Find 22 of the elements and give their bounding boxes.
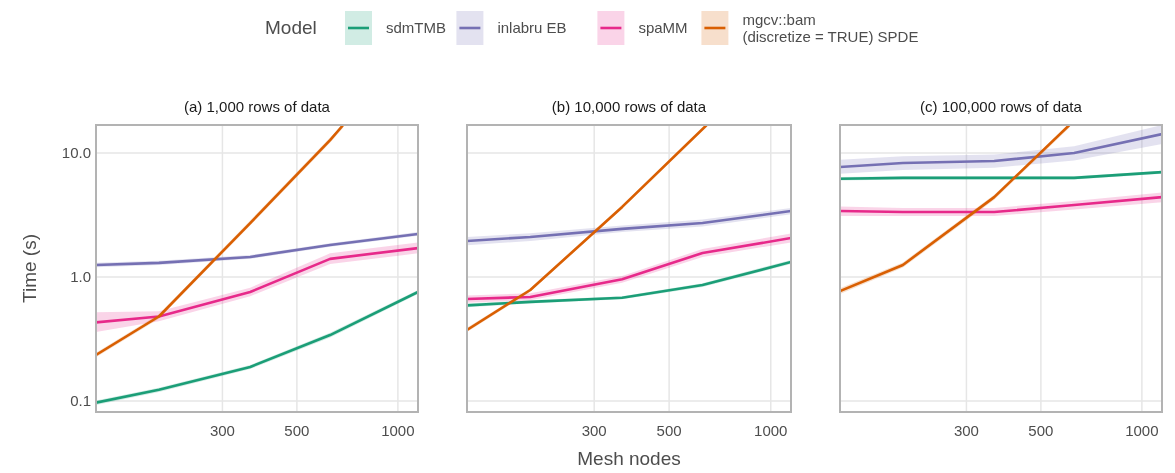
y-tick-label: 10.0	[61, 143, 91, 161]
x-tick-label: 300	[953, 422, 979, 439]
x-tick-label: 500	[656, 422, 682, 439]
x-tick-label: 500	[284, 422, 310, 439]
chart-title: (b) 10,000 rows of data	[551, 98, 707, 115]
legend-label: mgcv::bam (discretize = TRUE) SPDE	[742, 11, 919, 45]
x-tick-label: 300	[209, 422, 235, 439]
x-tick-label: 1000	[381, 422, 415, 439]
chart-title: (c) 100,000 rows of data	[920, 98, 1083, 115]
y-tick-label: 1.0	[70, 267, 91, 285]
y-axis-title: Time (s)	[19, 234, 40, 303]
x-tick-label: 1000	[754, 422, 788, 439]
chart-title: (a) 1,000 rows of data	[184, 98, 331, 115]
y-tick-label: 0.1	[70, 391, 91, 409]
x-axis-title: Mesh nodes	[577, 448, 681, 469]
x-tick-label: 1000	[1125, 422, 1159, 439]
legend-label: inlabru EB	[497, 19, 567, 36]
legend-label: spaMM	[638, 19, 688, 36]
x-tick-label: 500	[1028, 422, 1054, 439]
legend-label: sdmTMB	[386, 19, 446, 36]
legend-title: Model	[265, 17, 317, 38]
x-tick-label: 300	[581, 422, 607, 439]
